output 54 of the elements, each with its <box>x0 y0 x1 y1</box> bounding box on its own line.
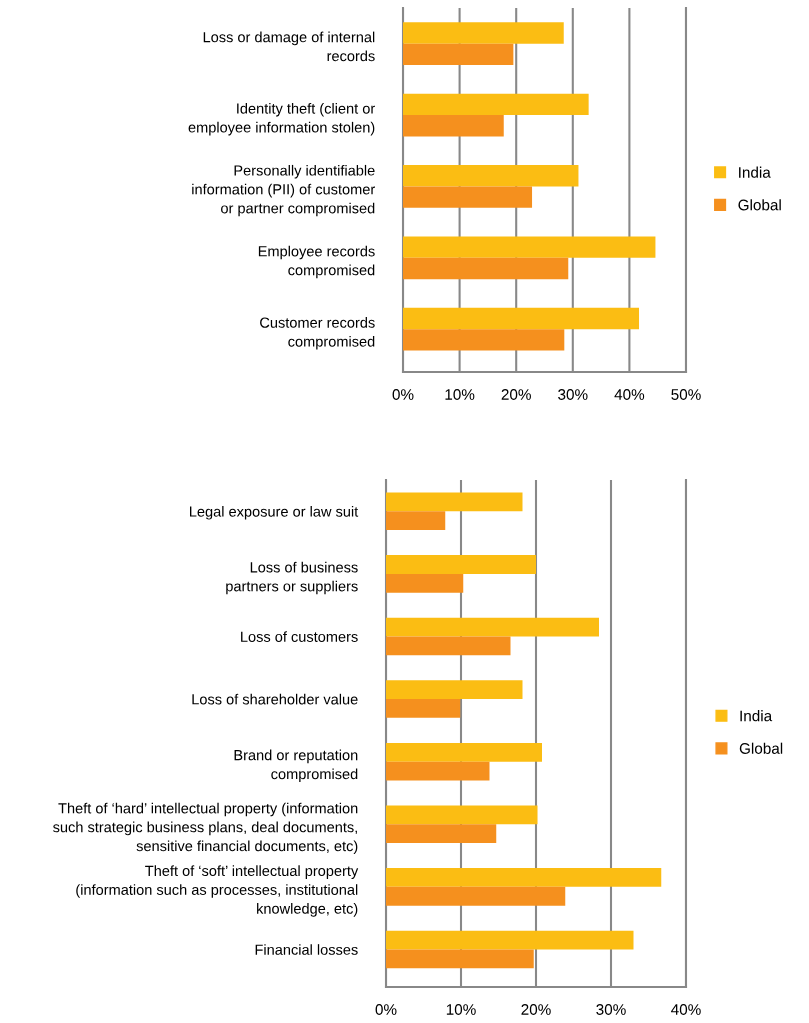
x-tick-label: 0% <box>375 1004 397 1015</box>
y-tick-label: Brand or reputation compromised <box>234 749 358 783</box>
y-tick-label: Legal exposure or law suit <box>190 506 359 520</box>
bar <box>386 930 634 950</box>
x-tick-label: 50% <box>671 389 701 400</box>
bar <box>386 617 599 637</box>
bar <box>403 307 640 330</box>
x-tick-label: 10% <box>446 1004 476 1015</box>
bar <box>386 636 511 656</box>
x-tick-label: 40% <box>614 389 645 400</box>
bar <box>386 555 536 574</box>
bar <box>403 43 514 66</box>
legend-label: India <box>740 710 773 722</box>
bar <box>386 824 497 844</box>
bar <box>386 949 534 969</box>
bar <box>386 511 446 531</box>
y-tick-label: Loss or damage of internal records <box>203 31 375 62</box>
y-tick-label: Identity theft (client or employee information stolen) <box>188 102 375 136</box>
bar <box>386 699 461 718</box>
bar <box>386 805 538 825</box>
bar <box>386 868 662 887</box>
bar <box>403 186 533 208</box>
y-tick-label: Customer records compromised <box>260 317 375 350</box>
x-tick-label: 20% <box>521 1004 551 1015</box>
bar <box>386 886 566 906</box>
y-tick-label: Employee records compromised <box>258 245 375 279</box>
bar <box>386 680 523 700</box>
x-tick-label: 0% <box>392 389 414 400</box>
legend-label: Global <box>739 742 783 754</box>
bar <box>403 165 579 187</box>
y-tick-label: Theft of ‘hard’ intellectual property (information such strategic business plans, deal documents, sensitive financial documents, etc) <box>53 802 358 855</box>
x-tick-label: 40% <box>671 1004 701 1015</box>
x-tick-label: 30% <box>596 1004 626 1015</box>
bar <box>403 236 656 258</box>
y-tick-label: Theft of ‘soft’ intellectual property (information such as processes, institutional knowledge, etc) <box>76 865 359 917</box>
y-tick-label: Financial losses <box>255 944 358 955</box>
bar <box>386 492 523 512</box>
y-tick-label: Loss of customers <box>241 631 358 642</box>
legend-label: Global <box>738 199 781 211</box>
bar <box>386 742 542 762</box>
bar <box>386 761 490 781</box>
bar <box>403 115 504 137</box>
bar <box>386 573 464 593</box>
y-tick-label: Personally identifiable information (PII) of customer or partner compromised <box>192 164 375 217</box>
x-tick-label: 20% <box>501 389 531 400</box>
bar <box>403 257 569 280</box>
y-tick-label: Loss of business partners or suppliers <box>226 561 358 595</box>
y-tick-label: Loss of shareholder value <box>192 693 358 705</box>
x-tick-label: 10% <box>445 389 475 400</box>
bar <box>403 93 589 116</box>
x-tick-label: 30% <box>558 389 588 400</box>
legend-label: India <box>739 166 771 178</box>
bar <box>403 22 564 44</box>
bar <box>403 329 565 351</box>
